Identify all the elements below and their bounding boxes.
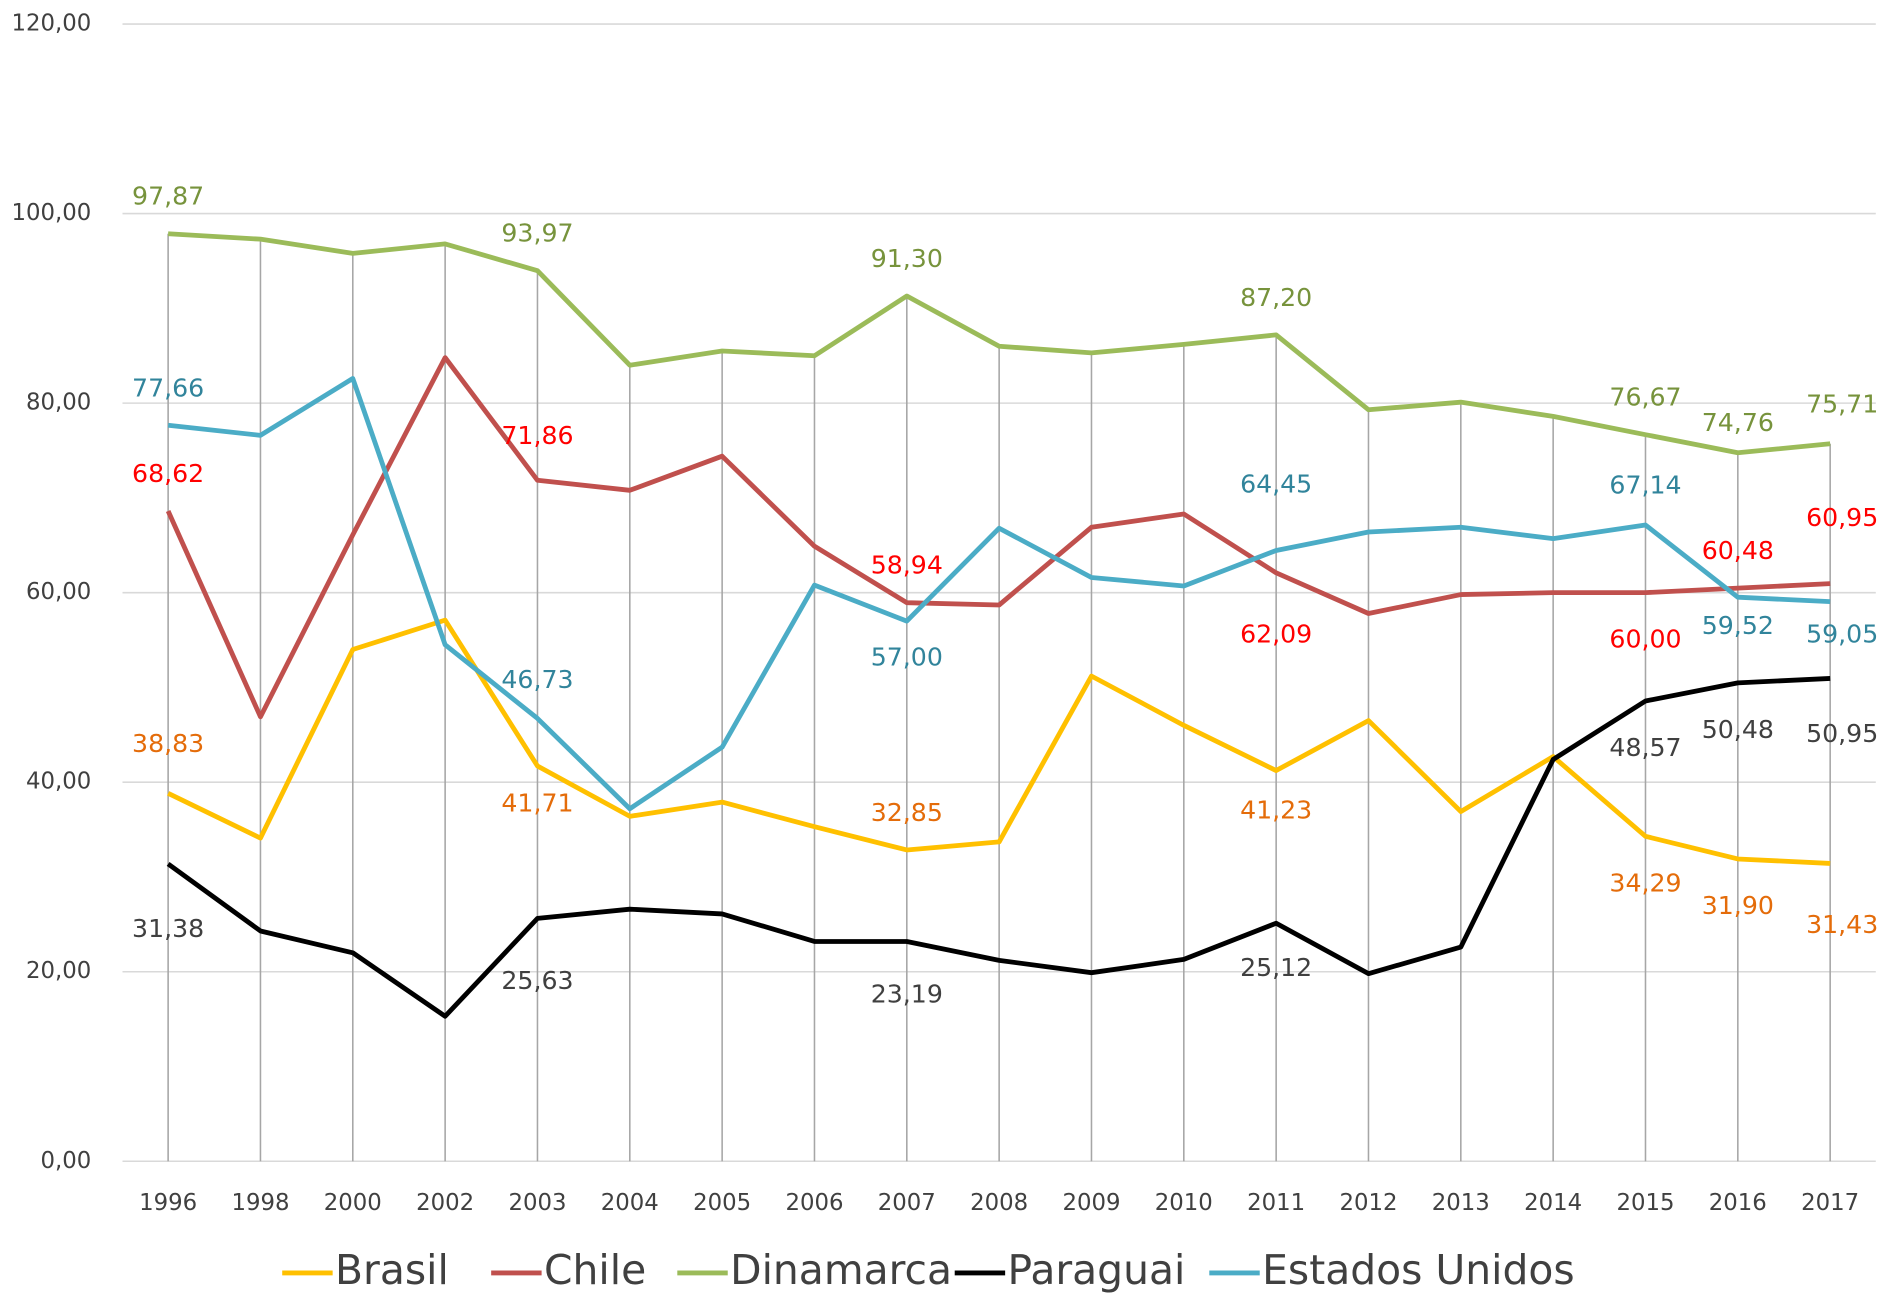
x-tick-label: 2010 [1155,1190,1213,1216]
legend-label: Chile [544,1246,646,1294]
x-tick-label: 2004 [601,1190,659,1216]
data-label: 97,87 [132,182,204,211]
series-line [165,355,1831,720]
legend-label: Paraguai [1008,1246,1186,1294]
x-tick-label: 2003 [508,1190,566,1216]
x-tick-label: 2012 [1339,1190,1397,1216]
x-tick-label: 2006 [785,1190,843,1216]
y-tick-label: 100,00 [11,200,91,226]
data-label: 25,12 [1240,953,1312,982]
x-tick-label: 1996 [139,1190,197,1216]
x-tick-label: 2005 [693,1190,751,1216]
data-label: 68,62 [132,459,204,488]
series-line [167,231,1831,456]
y-tick-label: 60,00 [26,579,91,605]
data-label: 38,83 [132,729,204,758]
data-label: 46,73 [501,665,573,694]
data-label: 71,86 [501,421,573,450]
data-label: 58,94 [871,551,943,580]
data-label: 25,63 [501,966,573,995]
data-label: 31,90 [1702,891,1774,920]
legend-label: Estados Unidos [1262,1246,1575,1294]
x-tick-label: 2009 [1062,1190,1120,1216]
series-line [167,376,1831,812]
x-tick-label: 2014 [1524,1190,1582,1216]
y-tick-label: 80,00 [26,390,91,416]
data-label: 50,95 [1806,719,1878,748]
data-label: 87,20 [1240,283,1312,312]
data-label: 74,76 [1702,408,1774,437]
data-label: 57,00 [871,642,943,671]
x-tick-label: 2015 [1616,1190,1674,1216]
y-tick-label: 0,00 [41,1148,92,1174]
data-label: 91,30 [871,244,943,273]
data-label: 59,05 [1806,619,1878,648]
y-tick-label: 120,00 [11,11,91,37]
x-tick-label: 2011 [1247,1190,1305,1216]
data-label: 32,85 [871,798,943,827]
data-label: 48,57 [1609,733,1681,762]
data-label: 59,52 [1702,611,1774,640]
data-label: 50,48 [1702,715,1774,744]
data-label: 75,71 [1806,389,1878,418]
data-label: 67,14 [1609,471,1681,500]
data-label: 31,43 [1806,910,1878,939]
y-tick-label: 40,00 [26,769,91,795]
data-label: 60,95 [1806,503,1878,532]
data-label: 41,23 [1240,795,1312,824]
x-tick-label: 2013 [1432,1190,1490,1216]
series-line [166,676,1831,1019]
data-label: 41,71 [501,788,573,817]
data-label: 77,66 [132,373,204,402]
data-label: 64,45 [1240,470,1312,499]
x-tick-label: 2017 [1801,1190,1859,1216]
data-label: 23,19 [871,980,943,1009]
legend-label: Brasil [335,1246,449,1294]
data-label: 76,67 [1609,383,1681,412]
legend-label: Dinamarca [730,1246,952,1294]
data-label: 60,48 [1702,536,1774,565]
x-tick-label: 1998 [231,1190,289,1216]
data-label: 93,97 [501,219,573,248]
x-tick-label: 2007 [878,1190,936,1216]
data-label: 31,38 [132,914,204,943]
data-label: 62,09 [1240,619,1312,648]
y-tick-label: 20,00 [26,958,91,984]
data-label: 34,29 [1609,868,1681,897]
x-tick-label: 2002 [416,1190,474,1216]
x-tick-label: 2000 [324,1190,382,1216]
series-line [167,617,1831,866]
x-tick-label: 2008 [970,1190,1028,1216]
data-label: 60,00 [1609,625,1681,654]
x-tick-label: 2016 [1709,1190,1767,1216]
